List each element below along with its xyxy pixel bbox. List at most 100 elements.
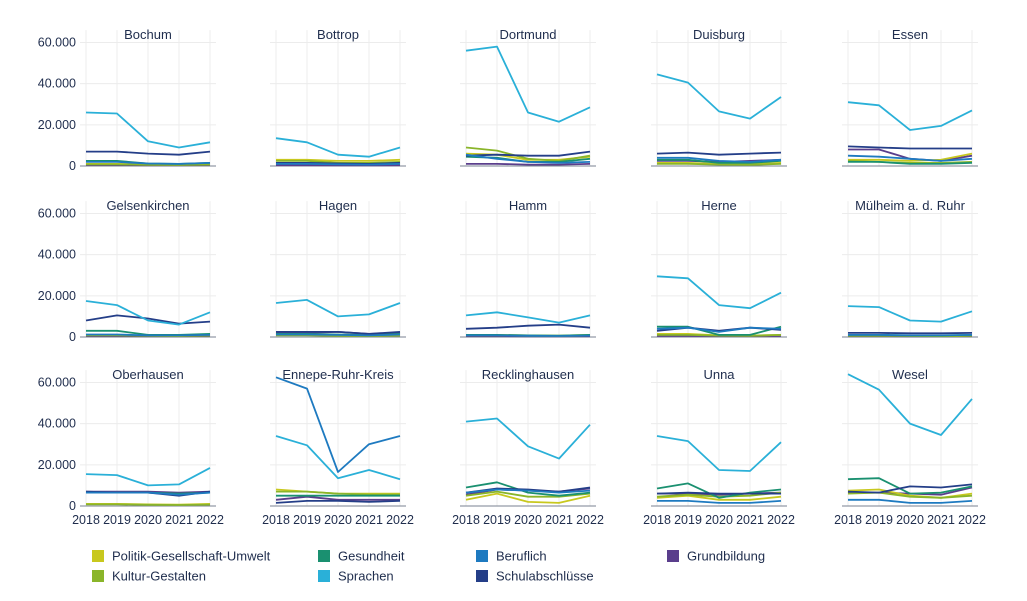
series-line-sch [847, 483, 973, 494]
series-line-kg [276, 490, 400, 496]
series-line-spr [847, 305, 973, 323]
x-tick-label: 2019 [293, 513, 321, 527]
panel: Duisburg [651, 27, 787, 167]
panel: Wesel 2018 2019 2020 2021 2022 [834, 367, 986, 527]
x-tick-label: 2018 [834, 513, 862, 527]
series-line-spr [275, 435, 401, 481]
series-line-spr [656, 435, 782, 472]
panel: Dortmund [460, 27, 596, 167]
y-tick-label: 60.000 [38, 206, 76, 220]
series-line-spr [465, 417, 591, 460]
panel: Unna 2018 2019 2020 2021 2022 [643, 367, 795, 527]
x-tick-label: 2022 [386, 513, 414, 527]
gridlines [460, 201, 596, 337]
legend-item: Politik-Gesellschaft-Umwelt [92, 549, 271, 564]
series-line-kg [465, 146, 591, 162]
series-line-ber [86, 333, 211, 337]
series-line-spr [85, 467, 211, 487]
panel-title: Ennepe-Ruhr-Kreis [282, 367, 394, 382]
series-line-ber [276, 333, 401, 337]
legend-swatch [92, 550, 104, 562]
gridlines [460, 370, 596, 506]
series-line-ber [656, 326, 782, 333]
panel-title: Wesel [892, 367, 928, 382]
x-tick-label: 2020 [514, 513, 542, 527]
panel: Mülheim a. d. Ruhr [842, 198, 978, 338]
legend-item: Kultur-Gestalten [92, 569, 206, 584]
legend-swatch [476, 550, 488, 562]
gridlines [842, 201, 978, 337]
x-tick-label: 2019 [103, 513, 131, 527]
x-tick-label: 2022 [767, 513, 795, 527]
x-tick-label: 2020 [134, 513, 162, 527]
y-tick-label: 60.000 [38, 35, 76, 49]
y-tick-label: 40.000 [38, 417, 76, 431]
series-line-ber [465, 488, 591, 494]
legend-label: Kultur-Gestalten [112, 569, 206, 584]
panel-title: Bottrop [317, 27, 359, 42]
series-line-kg [657, 162, 782, 166]
panel-title: Dortmund [499, 27, 556, 42]
y-tick-label: 20.000 [38, 118, 76, 132]
panel-title: Essen [892, 27, 928, 42]
series-line-sch [465, 150, 591, 157]
x-tick-label: 2020 [896, 513, 924, 527]
series-line-sch [656, 491, 781, 495]
series-line-ber [275, 376, 401, 473]
panel-title: Gelsenkirchen [106, 198, 189, 213]
x-tick-label: 2018 [72, 513, 100, 527]
series-line-sch [86, 150, 211, 156]
legend-item: Grundbildung [667, 549, 765, 564]
series-line-ber [847, 154, 973, 162]
gridlines [651, 30, 787, 166]
legend-swatch [318, 550, 330, 562]
series-line-gb [466, 162, 591, 166]
legend-item: Sprachen [318, 569, 394, 584]
series-line-pgu [465, 492, 591, 504]
series-line-sch [275, 499, 401, 504]
series-line-ges [465, 481, 591, 497]
series-line-ber [466, 334, 591, 337]
series-line-ber [657, 156, 782, 163]
legend: Politik-Gesellschaft-Umwelt Kultur-Gestal… [92, 549, 765, 584]
series-line-spr [847, 101, 973, 131]
series-line-sch [276, 330, 401, 335]
panel-title: Herne [701, 198, 736, 213]
series-line-ber [848, 498, 973, 504]
gridlines [80, 30, 216, 166]
series-line-spr [85, 300, 211, 326]
x-tick-label: 2022 [958, 513, 986, 527]
gridlines [460, 30, 596, 166]
panel: Bochum 0 20.000 40.000 60.000 [38, 27, 216, 173]
x-tick-label: 2021 [927, 513, 955, 527]
x-tick-label: 2018 [452, 513, 480, 527]
series-line-kg [465, 490, 591, 498]
panel: Hamm [460, 198, 596, 338]
series-line-sch [847, 145, 972, 150]
panel: Hagen [270, 198, 406, 338]
x-tick-label: 2019 [865, 513, 893, 527]
x-tick-label: 2021 [165, 513, 193, 527]
y-tick-label: 60.000 [38, 375, 76, 389]
gridlines [651, 370, 787, 506]
y-tick-label: 20.000 [38, 289, 76, 303]
series-line-ber [276, 162, 401, 166]
panel: Bottrop [270, 27, 406, 167]
series-line-pgu [656, 494, 782, 501]
x-tick-label: 2019 [674, 513, 702, 527]
series-line-kg [86, 163, 211, 166]
series-line-ges [657, 158, 782, 164]
x-tick-label: 2022 [196, 513, 224, 527]
legend-label: Grundbildung [687, 549, 765, 564]
panel-title: Unna [703, 367, 735, 382]
series-line-pgu [848, 152, 973, 162]
series-line-ges [657, 325, 782, 336]
gridlines [80, 201, 216, 337]
panel-title: Oberhausen [112, 367, 184, 382]
y-tick-label: 40.000 [38, 248, 76, 262]
series-line-pgu [276, 158, 401, 162]
legend-label: Gesundheit [338, 549, 405, 564]
legend-item: Beruflich [476, 549, 547, 564]
x-tick-label: 2018 [262, 513, 290, 527]
